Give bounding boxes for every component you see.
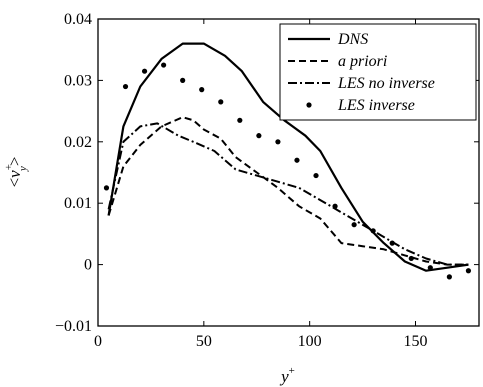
series-point-les-inverse	[313, 172, 319, 179]
series-point-les-inverse	[161, 62, 167, 68]
y-tick-label: 0.04	[64, 11, 92, 28]
x-tick-label: 50	[196, 333, 212, 350]
legend-label-dns: DNS	[337, 31, 368, 48]
legend-label-a-priori: a priori	[338, 53, 387, 70]
series-point-les-inverse	[237, 117, 243, 123]
y-tick-label: 0.01	[64, 195, 92, 212]
x-axis-title: y+	[279, 365, 295, 386]
series-point-les-inverse	[103, 185, 110, 191]
x-tick-label: 0	[94, 333, 102, 350]
series-point-les-inverse	[256, 133, 262, 139]
series-point-les-inverse	[275, 139, 281, 145]
series-point-les-inverse	[218, 99, 224, 105]
series-point-les-inverse	[446, 274, 452, 280]
x-tick-label: 150	[404, 333, 428, 350]
y-tick-label: 0	[84, 257, 92, 274]
series-point-les-inverse	[122, 83, 129, 90]
legend-marker-les-inverse	[306, 102, 312, 108]
legend-label-les-inverse: LES inverse	[337, 97, 415, 114]
series-point-les-inverse	[141, 68, 148, 74]
series-point-les-inverse	[465, 268, 472, 274]
series-point-les-inverse	[408, 255, 414, 262]
y-axis-title: <v+ y>	[3, 157, 29, 188]
y-tick-label: −0.01	[55, 318, 92, 335]
series-point-les-inverse	[180, 77, 186, 83]
series-point-les-inverse	[370, 228, 376, 234]
series-point-les-inverse	[389, 240, 395, 246]
plot-frame	[97, 18, 480, 327]
y-tick-label: 0.03	[64, 72, 92, 89]
series-point-les-inverse	[199, 87, 205, 93]
series-point-les-inverse	[332, 203, 338, 209]
series-line-a-priori	[107, 116, 469, 266]
y-tick-label: 0.02	[64, 134, 92, 151]
legend: DNS a priori LES no inverse LES inverse	[279, 23, 477, 121]
series-line-les-no-inverse	[107, 122, 469, 266]
series-point-les-inverse	[427, 265, 433, 271]
series-point-les-inverse	[294, 157, 300, 163]
series-point-les-inverse	[351, 222, 357, 228]
x-tick-label: 100	[298, 333, 322, 350]
legend-label-les-no-inverse: LES no inverse	[337, 75, 435, 92]
